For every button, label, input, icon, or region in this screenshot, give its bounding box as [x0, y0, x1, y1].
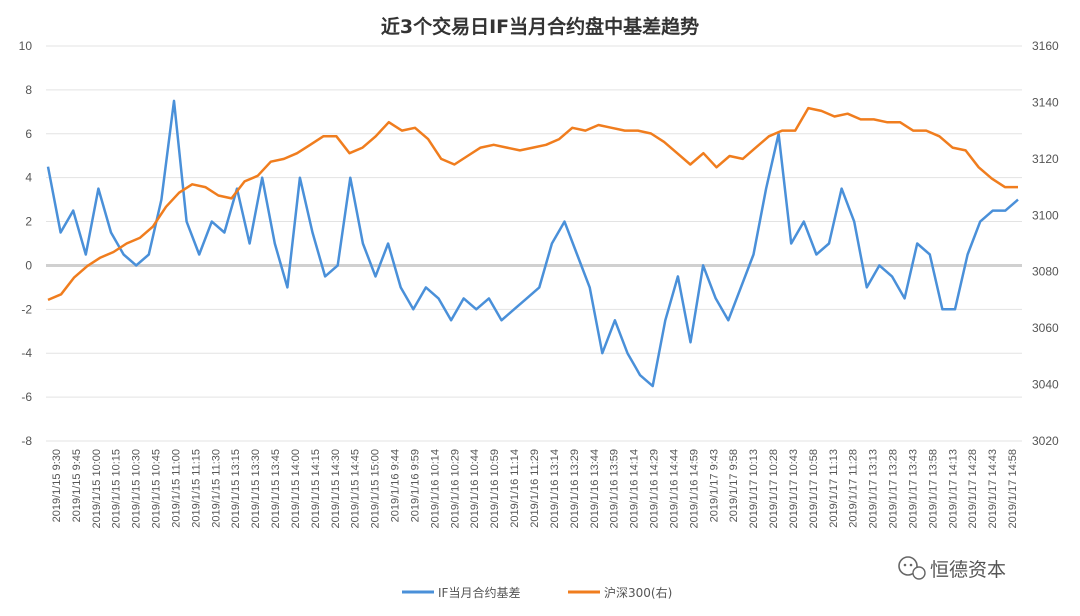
- y-left-tick-label: 4: [25, 171, 32, 185]
- x-tick-label: 2019/1/15 14:15: [310, 449, 322, 529]
- x-tick-label: 2019/1/16 13:14: [549, 449, 561, 529]
- y-axis-right: 3020 3040 3060 3080 3100 3120 3140 3160: [1032, 39, 1059, 448]
- x-tick-label: 2019/1/16 9:59: [409, 449, 421, 522]
- y-left-tick-label: 6: [25, 127, 32, 141]
- x-tick-label: 2019/1/16 13:59: [609, 449, 621, 529]
- x-tick-label: 2019/1/17 14:28: [967, 449, 979, 529]
- x-tick-label: 2019/1/17 10:58: [808, 449, 820, 529]
- x-tick-label: 2019/1/16 13:29: [569, 449, 581, 529]
- x-tick-label: 2019/1/16 11:29: [529, 449, 541, 528]
- series-line-1: [46, 99, 1019, 388]
- y-right-tick-label: 3080: [1032, 265, 1059, 279]
- y-right-tick-label: 3020: [1032, 434, 1059, 448]
- x-tick-label: 2019/1/17 14:43: [987, 449, 999, 529]
- x-tick-label: 2019/1/17 13:28: [888, 449, 900, 529]
- y-left-tick-label: -6: [21, 390, 32, 404]
- x-tick-label: 2019/1/15 11:15: [190, 449, 202, 528]
- x-tick-label: 2019/1/16 13:44: [589, 449, 601, 529]
- x-axis: 2019/1/15 9:30 2019/1/15 9:45 2019/1/15 10…: [51, 449, 1019, 529]
- x-tick-label: 2019/1/17 9:43: [708, 449, 720, 522]
- x-tick-label: 2019/1/15 14:30: [330, 449, 342, 529]
- x-tick-label: 2019/1/16 11:14: [509, 449, 521, 528]
- x-tick-label: 2019/1/15 13:15: [230, 449, 242, 529]
- x-tick-label: 2019/1/16 14:59: [688, 449, 700, 529]
- x-tick-label: 2019/1/17 14:58: [1007, 449, 1019, 529]
- x-tick-label: 2019/1/16 14:14: [629, 449, 641, 529]
- x-tick-label: 2019/1/15 10:15: [111, 449, 123, 529]
- watermark: 恒德资本: [898, 556, 1006, 581]
- x-tick-label: 2019/1/16 10:14: [429, 449, 441, 529]
- watermark-text: 恒德资本: [930, 559, 1006, 581]
- chart-title: 近3个交易日IF当月合约盘中基差趋势: [381, 15, 699, 38]
- legend: IF当月合约基差 沪深300(右): [402, 585, 672, 600]
- gridlines: [46, 45, 1022, 442]
- y-left-tick-label: 2: [25, 215, 32, 229]
- legend-label: IF当月合约基差: [438, 585, 520, 600]
- x-tick-label: 2019/1/15 11:00: [170, 449, 182, 528]
- x-tick-label: 2019/1/16 14:29: [649, 449, 661, 529]
- x-tick-label: 2019/1/15 10:45: [151, 449, 163, 529]
- x-tick-label: 2019/1/17 10:43: [788, 449, 800, 529]
- x-tick-label: 2019/1/16 10:29: [449, 449, 461, 529]
- y-left-tick-label: -4: [21, 346, 32, 360]
- x-tick-label: 2019/1/17 9:58: [728, 449, 740, 522]
- x-tick-label: 2019/1/15 10:00: [91, 449, 103, 529]
- y-left-tick-label: -8: [21, 434, 32, 448]
- y-axis-left: -8 -6 -4 -2 0 2 4 6 8 10: [19, 39, 33, 448]
- y-left-tick-label: 8: [25, 83, 32, 97]
- y-left-tick-label: 0: [25, 258, 32, 272]
- y-right-tick-label: 3140: [1032, 95, 1059, 109]
- series-lines: [46, 99, 1019, 388]
- x-tick-label: 2019/1/15 9:30: [51, 449, 63, 522]
- x-tick-label: 2019/1/16 10:59: [489, 449, 501, 529]
- x-tick-label: 2019/1/17 11:13: [828, 449, 840, 528]
- x-tick-label: 2019/1/16 14:44: [668, 449, 680, 529]
- y-left-tick-label: 10: [19, 39, 33, 53]
- x-tick-label: 2019/1/15 14:45: [350, 449, 362, 529]
- y-right-tick-label: 3160: [1032, 39, 1059, 53]
- x-tick-label: 2019/1/15 11:30: [210, 449, 222, 528]
- y-right-tick-label: 3100: [1032, 208, 1059, 222]
- x-tick-label: 2019/1/15 15:00: [370, 449, 382, 529]
- x-tick-label: 2019/1/16 9:44: [390, 449, 402, 522]
- y-left-tick-label: -2: [21, 302, 32, 316]
- series-line-2: [47, 106, 1018, 302]
- x-tick-label: 2019/1/15 13:45: [270, 449, 282, 529]
- x-tick-label: 2019/1/17 14:13: [947, 449, 959, 529]
- x-tick-label: 2019/1/16 10:44: [469, 449, 481, 529]
- x-tick-label: 2019/1/17 11:28: [848, 449, 860, 528]
- x-tick-label: 2019/1/17 13:13: [868, 449, 880, 529]
- x-tick-label: 2019/1/17 10:13: [748, 449, 760, 529]
- x-tick-label: 2019/1/15 10:30: [131, 449, 143, 529]
- x-tick-label: 2019/1/17 10:28: [768, 449, 780, 529]
- legend-label: 沪深300(右): [604, 585, 672, 600]
- wechat-icon: [898, 556, 926, 580]
- x-tick-label: 2019/1/15 13:30: [250, 449, 262, 529]
- x-tick-label: 2019/1/17 13:43: [907, 449, 919, 529]
- y-right-tick-label: 3120: [1032, 152, 1059, 166]
- x-tick-label: 2019/1/15 14:00: [290, 449, 302, 529]
- x-tick-label: 2019/1/15 9:45: [71, 449, 83, 522]
- y-right-tick-label: 3060: [1032, 321, 1059, 335]
- y-right-tick-label: 3040: [1032, 378, 1059, 392]
- x-tick-label: 2019/1/17 13:58: [927, 449, 939, 529]
